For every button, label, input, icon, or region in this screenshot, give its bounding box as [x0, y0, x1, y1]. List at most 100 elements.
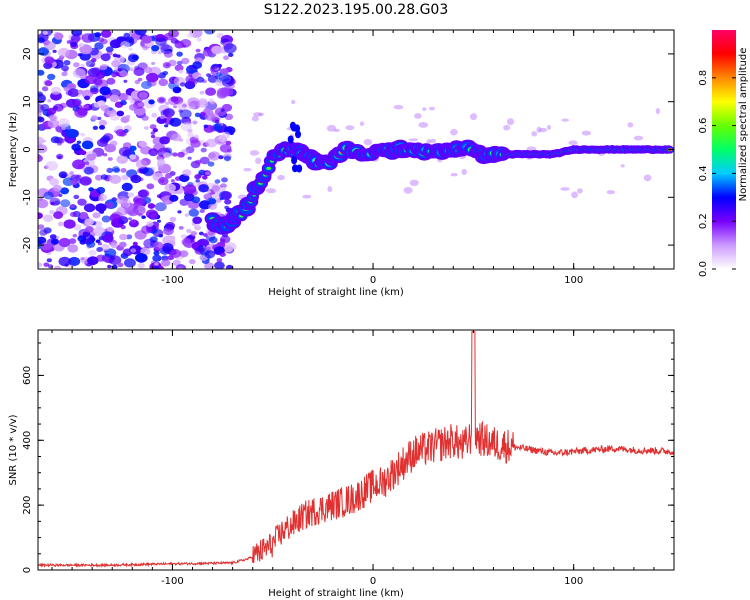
noise-blob	[169, 216, 177, 222]
snr-data-point	[111, 564, 113, 566]
y-tick-label: 0	[22, 146, 33, 152]
noise-blob	[187, 132, 194, 138]
noise-blob	[182, 44, 187, 48]
noise-blob	[150, 131, 156, 135]
noise-blob	[143, 167, 154, 176]
snr-data-point	[513, 446, 515, 448]
noise-blob	[633, 135, 644, 141]
noise-blob	[111, 60, 120, 68]
noise-blob	[252, 112, 263, 117]
noise-blob	[223, 245, 234, 253]
noise-blob	[255, 157, 262, 165]
noise-blob	[100, 174, 108, 180]
noise-blob	[63, 86, 69, 91]
ridge-core	[266, 166, 272, 170]
noise-blob	[109, 39, 122, 49]
noise-blob	[38, 116, 45, 123]
noise-blob	[68, 238, 77, 245]
noise-blob	[65, 128, 78, 139]
noise-blob	[393, 105, 404, 110]
noise-blob	[72, 68, 86, 79]
noise-blob	[38, 144, 48, 154]
noise-blob	[85, 226, 94, 233]
noise-blob	[61, 65, 69, 72]
noise-blob	[123, 258, 136, 268]
noise-blob	[183, 184, 197, 195]
noise-blob	[150, 134, 156, 139]
noise-blob	[43, 214, 53, 222]
noise-blob	[220, 183, 227, 189]
noise-blob	[208, 98, 215, 103]
noise-blob	[146, 183, 155, 190]
noise-blob	[49, 234, 57, 240]
snr-data-point	[272, 543, 274, 545]
noise-blob	[159, 136, 171, 145]
noise-blob	[192, 120, 198, 125]
noise-blob	[152, 128, 158, 133]
noise-blob	[148, 99, 155, 105]
noise-blob	[117, 68, 122, 72]
noise-blob	[429, 138, 436, 144]
noise-blob	[105, 46, 114, 53]
noise-blob	[61, 71, 68, 77]
snr-data-point	[322, 508, 324, 510]
noise-blob	[363, 138, 373, 146]
noise-blob	[77, 198, 87, 206]
noise-blob	[70, 179, 78, 185]
noise-blob	[83, 104, 89, 109]
snr-data-point	[432, 446, 434, 448]
noise-blob	[655, 108, 661, 115]
noise-blob	[179, 109, 192, 119]
noise-blob	[188, 259, 196, 265]
noise-blob	[71, 30, 83, 37]
noise-blob	[67, 244, 79, 253]
snr-data-point	[332, 504, 334, 506]
noise-blob	[38, 93, 46, 104]
noise-blob	[137, 77, 143, 82]
noise-blob	[98, 119, 107, 127]
noise-blob	[155, 37, 167, 46]
noise-blob	[44, 56, 55, 65]
noise-blob	[571, 191, 578, 199]
snr-data-point	[362, 491, 364, 493]
noise-blob	[70, 41, 78, 47]
noise-blob	[44, 80, 53, 87]
noise-blob	[52, 49, 57, 54]
noise-blob	[224, 199, 232, 205]
snr-data-point	[342, 501, 344, 503]
noise-blob	[84, 95, 91, 101]
noise-blob	[202, 48, 213, 57]
noise-blob	[172, 259, 181, 266]
noise-blob	[104, 201, 114, 209]
noise-blob	[57, 118, 70, 128]
noise-blob	[169, 248, 182, 258]
noise-blob	[38, 37, 45, 43]
noise-blob	[101, 135, 111, 143]
noise-blob	[96, 247, 103, 252]
noise-blob	[205, 87, 217, 96]
noise-blob	[199, 90, 205, 95]
noise-blob	[54, 265, 61, 269]
noise-blob	[77, 89, 84, 95]
noise-blob	[97, 37, 105, 43]
noise-blob	[620, 164, 625, 168]
noise-blob	[536, 126, 542, 133]
noise-blob	[507, 118, 515, 126]
noise-blob	[143, 66, 153, 74]
snr-data-point	[402, 462, 404, 464]
noise-blob	[97, 100, 106, 107]
noise-blob	[43, 191, 54, 200]
noise-blob	[141, 115, 149, 121]
y-tick-label: 10	[22, 95, 33, 108]
noise-blob	[101, 215, 111, 223]
noise-blob	[98, 125, 106, 130]
noise-blob	[208, 151, 221, 161]
noise-blob	[54, 32, 64, 40]
noise-blob	[177, 210, 182, 214]
noise-blob	[92, 125, 99, 130]
noise-blob	[151, 62, 156, 65]
noise-blob	[211, 64, 218, 70]
y-tick-label: 20	[22, 48, 33, 61]
noise-blob	[38, 103, 45, 113]
